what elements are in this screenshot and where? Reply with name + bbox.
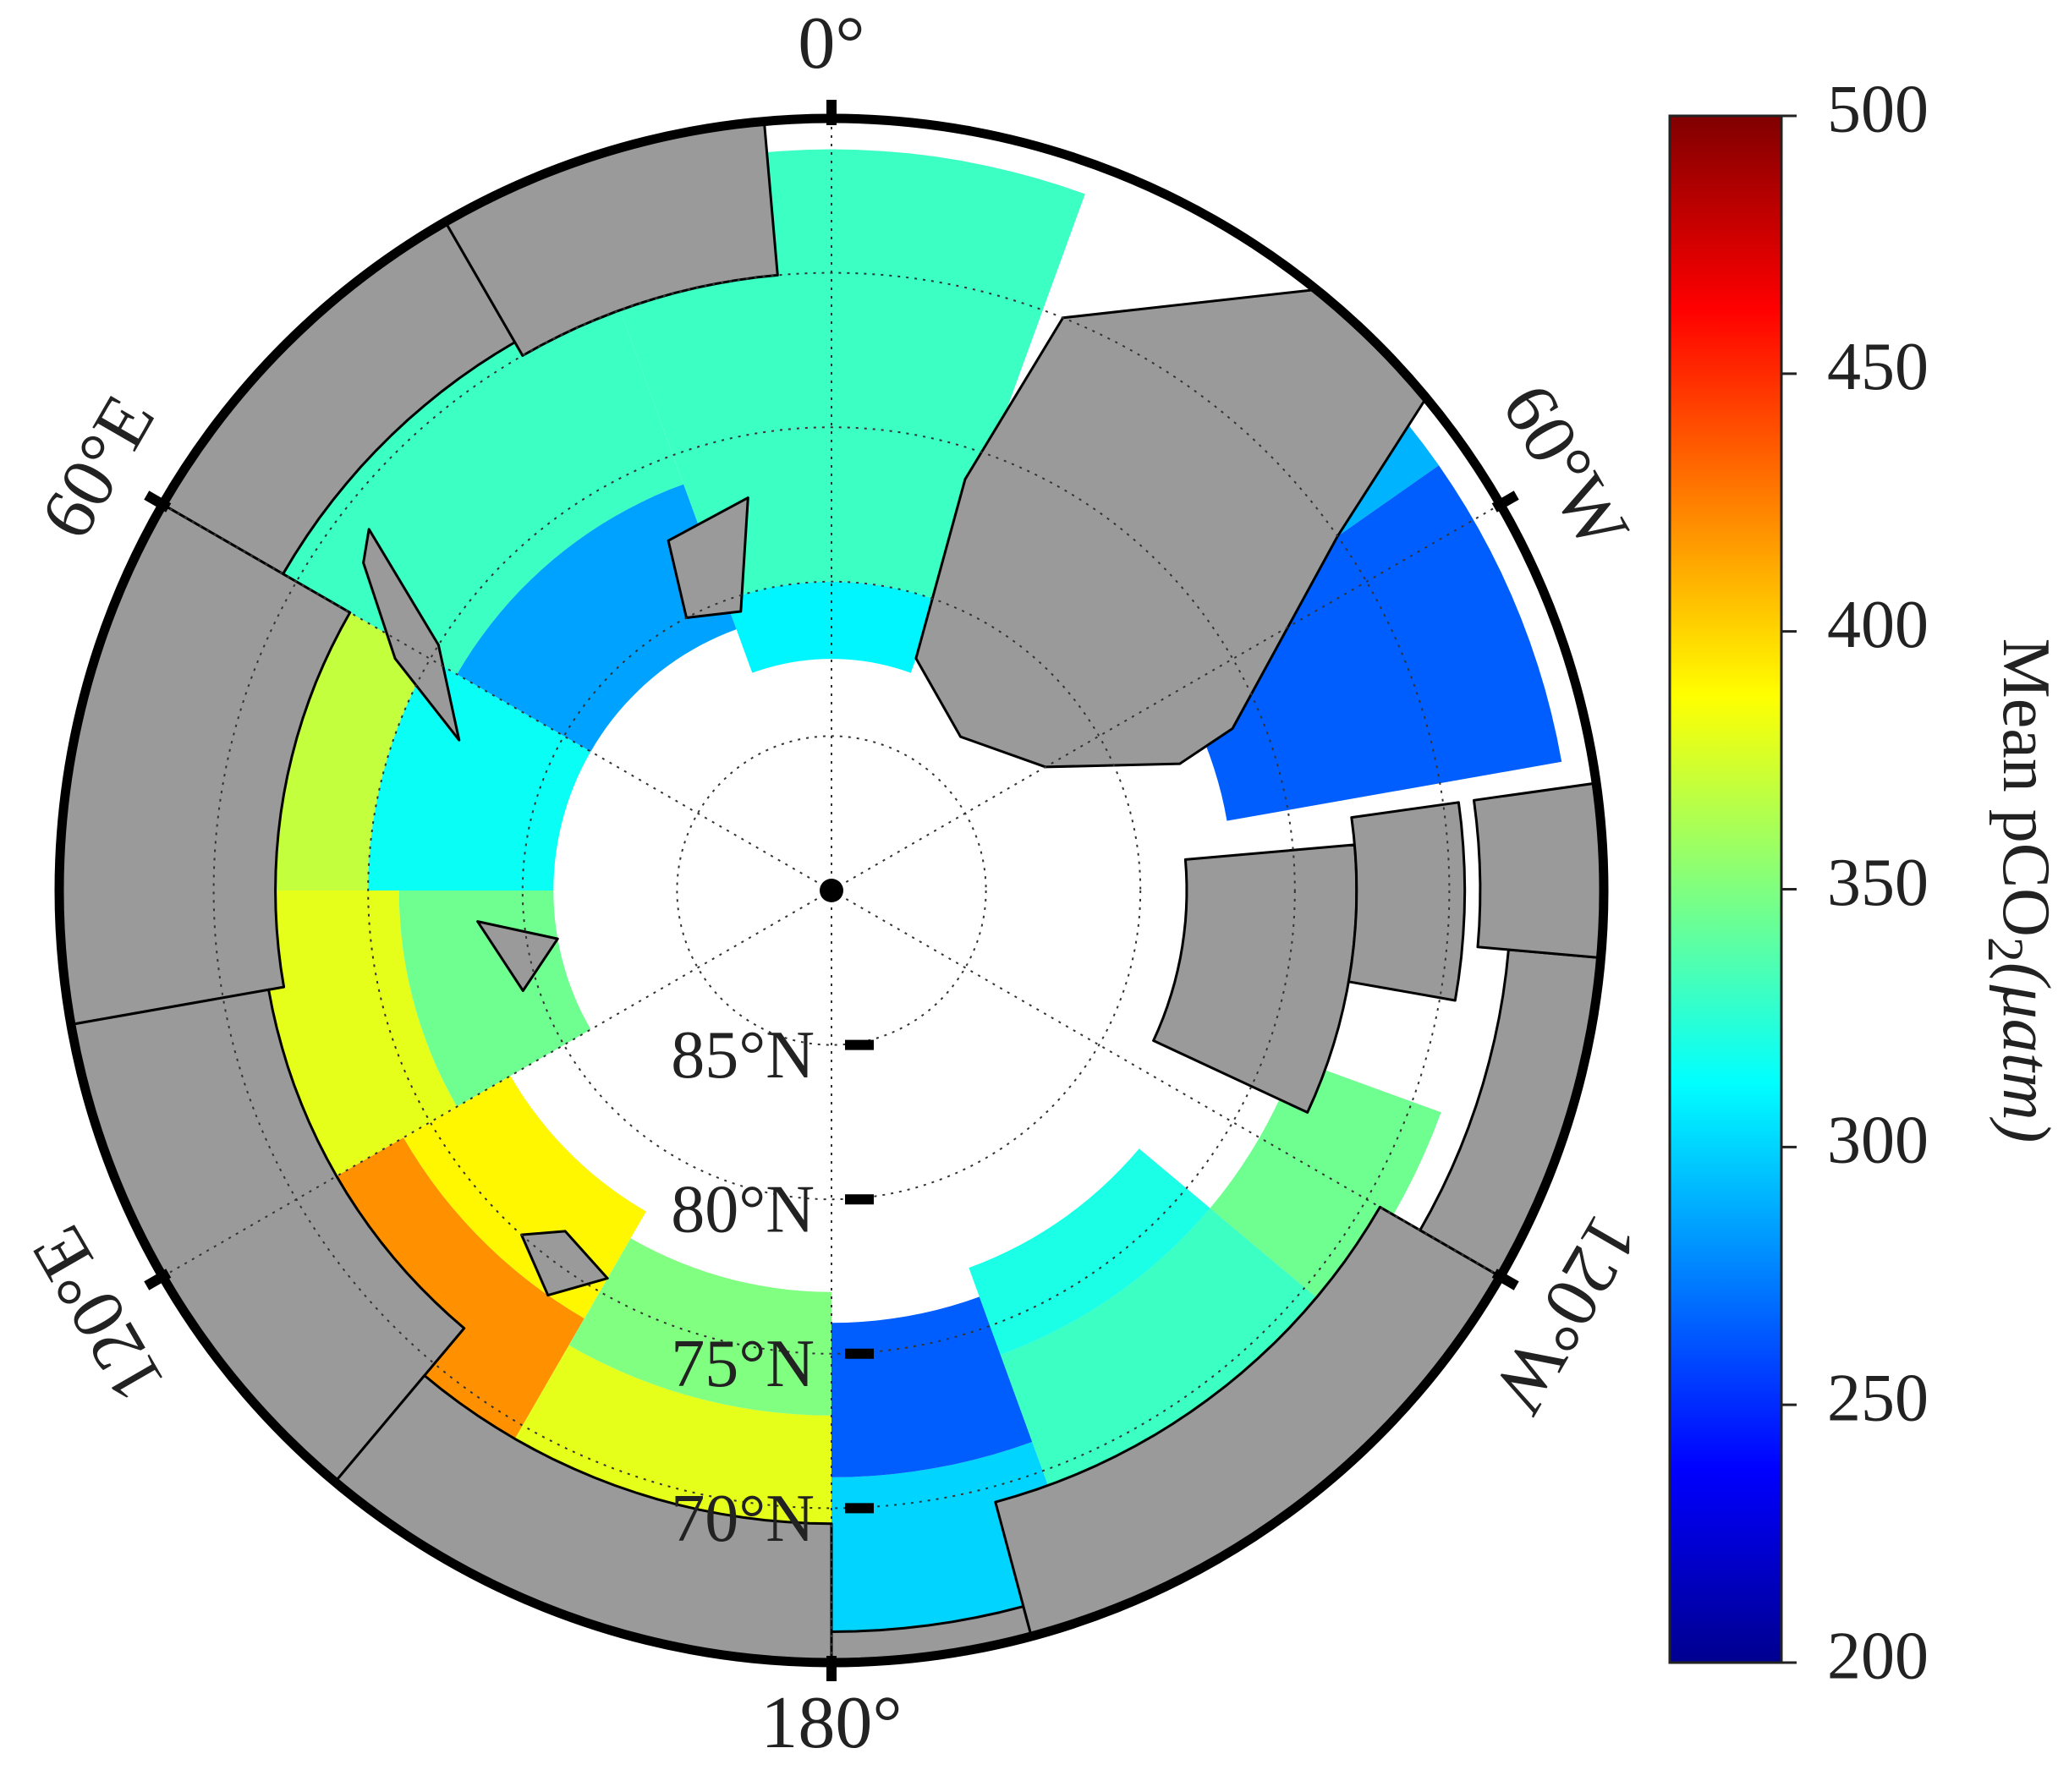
colorbar-tick-label: 300 xyxy=(1827,1104,1929,1178)
pco2-cell xyxy=(969,1148,1210,1356)
pco2-cell xyxy=(457,484,737,752)
meridian xyxy=(162,503,832,891)
land-mass xyxy=(476,920,559,992)
latitude-circle xyxy=(367,426,1296,1355)
meridian xyxy=(831,503,1501,891)
lon-tick xyxy=(144,490,172,512)
lon-label: 60°W xyxy=(1486,371,1644,563)
land-mass xyxy=(520,1230,609,1297)
lat-label: 70°N xyxy=(671,1482,815,1556)
land-mass xyxy=(1347,801,1467,1002)
colorbar-title-subscript: 2 xyxy=(1978,937,2033,962)
lon-label: 0° xyxy=(798,3,864,85)
land-mass xyxy=(1152,843,1358,1114)
lat-label: 80°N xyxy=(671,1173,815,1247)
pco2-cell xyxy=(368,659,591,891)
lat-label: 85°N xyxy=(671,1018,815,1093)
colorbar-tick-label: 200 xyxy=(1827,1619,1929,1693)
colorbar-tick-label: 250 xyxy=(1827,1362,1929,1436)
colorbar-title-main: Mean pCO xyxy=(1989,638,2063,937)
north-pole xyxy=(820,879,843,902)
colorbar-tick-label: 500 xyxy=(1827,72,1929,146)
lon-tick xyxy=(144,1269,172,1291)
colorbar-gradient xyxy=(1668,114,1783,1664)
colorbar-tick-label: 400 xyxy=(1827,588,1929,662)
land-mass xyxy=(1473,777,1604,962)
colorbar-title-unit: (μatm) xyxy=(1989,962,2063,1143)
pco2-cell xyxy=(568,1238,831,1416)
lon-label: 180° xyxy=(760,1682,902,1764)
land xyxy=(59,118,1604,1663)
pco2-cell xyxy=(1000,1208,1329,1500)
meridian xyxy=(831,890,1501,1278)
pco2-cell xyxy=(216,222,684,675)
lon-tick xyxy=(1491,490,1519,512)
latitude-circle xyxy=(521,580,1142,1201)
meridian xyxy=(162,890,832,1278)
pco2-cell xyxy=(831,1296,1033,1477)
lon-tick xyxy=(1491,1269,1519,1291)
colorbar: Mean pCO2(μatm) 200 250 300 350 400 450 500 xyxy=(1668,72,2063,1693)
map xyxy=(59,118,1604,1663)
pco2-cell xyxy=(1160,465,1562,821)
land-mass xyxy=(362,528,461,742)
lat-label: 75°N xyxy=(671,1327,815,1401)
colorbar-tick-label: 350 xyxy=(1827,846,1929,920)
pco2-cell xyxy=(1210,1059,1441,1307)
colorbar-title: Mean pCO2(μatm) xyxy=(1978,638,2062,1143)
graticule xyxy=(162,118,1501,1663)
colorbar-tick-label: 450 xyxy=(1827,330,1929,404)
